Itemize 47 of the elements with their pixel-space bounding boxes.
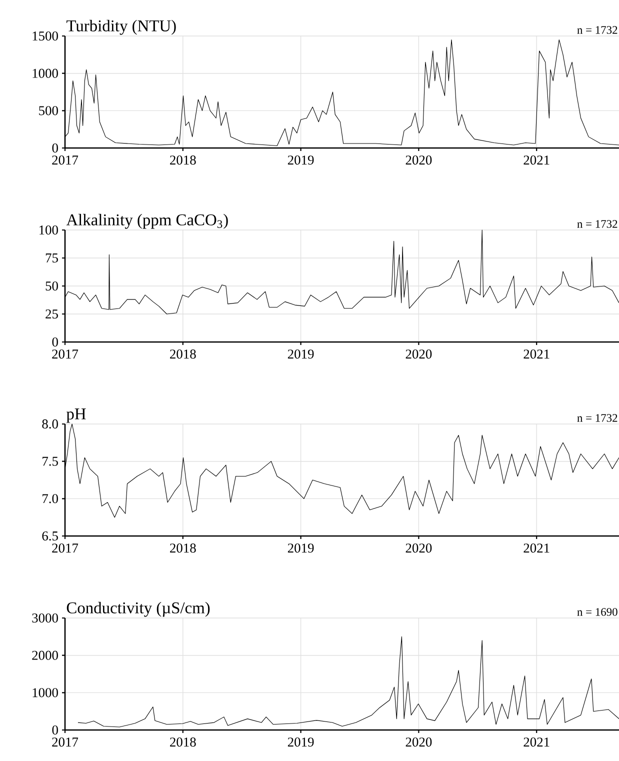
x-tick-label: 2020 [406,544,432,553]
y-tick-label: 7.5 [42,456,58,466]
y-tick-label: 1000 [32,688,58,698]
x-tick-label: 2019 [288,350,314,359]
y-tick-label: 1000 [32,68,58,78]
y-tick-label: 3000 [32,613,58,623]
x-tick-label: 2019 [288,738,314,747]
y-tick-label: 25 [46,309,58,319]
x-tick-label: 2020 [406,738,432,747]
x-tick-label: 2021 [524,350,550,359]
x-tick-label: 2017 [52,350,78,359]
x-tick-label: 2021 [524,156,550,165]
y-tick-label: 8.0 [42,419,58,429]
text: n = 1732 [577,220,618,228]
y-tick-label: 50 [46,281,58,291]
x-tick-label: 2021 [524,544,550,553]
x-tick-label: 2021 [524,738,550,747]
y-tick-label: 100 [39,225,58,235]
y-tick-label: 0 [52,143,58,153]
y-tick-label: 2000 [32,650,58,660]
chart-title: Turbidity (NTU) [66,20,176,35]
y-tick-label: 7.0 [42,494,58,504]
x-tick-label: 2019 [288,544,314,553]
x-tick-label: 2017 [52,156,78,165]
text: n = 1732 [577,26,618,34]
chart-title: Conductivity (µS/cm) [66,602,210,617]
y-tick-label: 500 [39,106,58,116]
y-tick-label: 1500 [32,31,58,41]
y-tick-label: 75 [46,254,58,262]
line-series [78,636,619,728]
x-tick-label: 2018 [170,156,196,165]
x-tick-label: 2019 [288,156,314,165]
x-tick-label: 2017 [52,738,78,747]
x-tick-label: 2018 [170,350,196,359]
y-tick-label: 0 [52,337,58,347]
y-tick-label: 0 [52,725,58,735]
y-tick-label: 6.5 [42,531,58,541]
line-series [64,39,619,146]
chart-title: Alkalinity (ppm CaCO$_{3}$) [66,214,228,229]
x-tick-label: 2020 [406,156,432,165]
x-tick-label: 2020 [406,350,432,359]
x-tick-label: 2018 [170,738,196,747]
text: n = 1690 [577,608,618,616]
text: n = 1732 [577,414,618,422]
x-tick-label: 2018 [170,544,196,553]
chart-title: pH [66,408,86,423]
x-tick-label: 2017 [52,544,78,553]
